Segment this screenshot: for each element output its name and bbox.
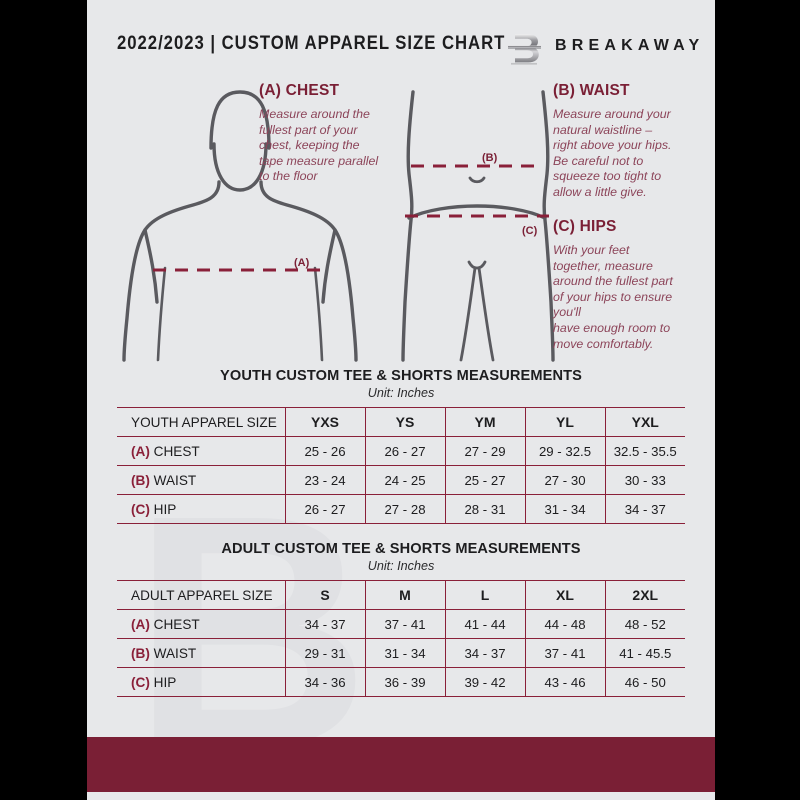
- youth-table-body: YOUTH APPAREL SIZE YXS YS YM YL YXL (A) CHEST 2…: [117, 407, 685, 524]
- table-row: (A) CHEST 25 - 26 26 - 27 27 - 29 29 - 32.5 3…: [117, 436, 685, 466]
- youth-table-unit: Unit: Inches: [367, 386, 435, 400]
- table-row: (C) HIP 34 - 36 36 - 39 39 - 42 43 - 46 46 - …: [117, 667, 685, 697]
- measurement-value: 43 - 46: [525, 667, 606, 697]
- size-column-header: S: [285, 580, 366, 610]
- chest-measure-label: (A): [294, 257, 310, 269]
- measurement-value: 27 - 29: [445, 436, 526, 466]
- measurement-value: 34 - 37: [605, 494, 685, 524]
- size-header-label: ADULT APPAREL SIZE: [117, 580, 286, 610]
- measurement-value: 29 - 32.5: [525, 436, 606, 466]
- measurement-row-label: (B) WAIST: [117, 638, 286, 668]
- page-title: 2022/2023 | CUSTOM APPAREL SIZE CHART: [117, 33, 506, 54]
- measurement-value: 34 - 36: [285, 667, 366, 697]
- measurement-value: 26 - 27: [285, 494, 366, 524]
- measurement-value: 37 - 41: [365, 609, 446, 639]
- table-row: (B) WAIST 29 - 31 31 - 34 34 - 37 37 - 41 41 …: [117, 638, 685, 668]
- upper-body-illustration: [122, 90, 358, 362]
- size-column-header: YL: [525, 407, 606, 437]
- measurement-value: 29 - 31: [285, 638, 366, 668]
- callout-waist-title: (B) WAIST: [553, 82, 630, 99]
- measurement-value: 39 - 42: [445, 667, 526, 697]
- callout-hips: (C) HIPS With your feet together, measur…: [553, 218, 708, 352]
- youth-table-block: YOUTH CUSTOM TEE & SHORTS MEASUREMENTS U…: [117, 368, 685, 524]
- youth-size-table: YOUTH APPAREL SIZE YXS YS YM YL YXL (A) CHEST 2…: [117, 407, 685, 524]
- size-column-header: XL: [525, 580, 606, 610]
- adult-table-title: ADULT CUSTOM TEE & SHORTS MEASUREMENTS: [221, 541, 581, 557]
- measurement-tag: (B): [131, 472, 150, 488]
- size-column-header: YXS: [285, 407, 366, 437]
- measurement-value: 23 - 24: [285, 465, 366, 495]
- measurement-value: 37 - 41: [525, 638, 606, 668]
- youth-table-title: YOUTH CUSTOM TEE & SHORTS MEASUREMENTS: [220, 368, 582, 384]
- adult-table-block: ADULT CUSTOM TEE & SHORTS MEASUREMENTS U…: [117, 541, 685, 697]
- footer-bar: [87, 737, 715, 792]
- measurement-value: 46 - 50: [605, 667, 685, 697]
- measurement-value: 34 - 37: [445, 638, 526, 668]
- size-column-header: L: [445, 580, 526, 610]
- measurement-row-label: (A) CHEST: [117, 436, 286, 466]
- measurement-value: 24 - 25: [365, 465, 446, 495]
- callout-chest-title: (A) CHEST: [259, 82, 340, 99]
- measurement-value: 36 - 39: [365, 667, 446, 697]
- measurement-row-label: (A) CHEST: [117, 609, 286, 639]
- measurement-tag: (B): [131, 645, 150, 661]
- callout-hips-title: (C) HIPS: [553, 218, 617, 235]
- measurement-value: 25 - 26: [285, 436, 366, 466]
- callout-waist-body: Measure around your natural waistline – …: [553, 107, 672, 199]
- size-column-header: 2XL: [605, 580, 685, 610]
- callout-hips-body: With your feet together, measure around …: [553, 243, 673, 351]
- measurement-value: 27 - 28: [365, 494, 446, 524]
- table-header-row: ADULT APPAREL SIZE S M L XL 2XL: [117, 580, 685, 610]
- measurement-value: 31 - 34: [365, 638, 446, 668]
- waist-measure-label: (B): [482, 152, 498, 164]
- adult-table-unit: Unit: Inches: [367, 559, 435, 573]
- measurement-row-label: (B) WAIST: [117, 465, 286, 495]
- callout-chest: (A) CHEST Measure around the fullest par…: [259, 82, 419, 185]
- measurement-value: 32.5 - 35.5: [605, 436, 685, 466]
- measurement-value: 27 - 30: [525, 465, 606, 495]
- size-header-label: YOUTH APPAREL SIZE: [117, 407, 286, 437]
- size-column-header: YXL: [605, 407, 685, 437]
- measurement-tag: (A): [131, 616, 150, 632]
- measurement-value: 44 - 48: [525, 609, 606, 639]
- size-chart-page: B 2022/2023 | CUSTOM APPAREL SIZE CHART: [87, 0, 715, 800]
- size-column-header: M: [365, 580, 446, 610]
- measurement-value: 28 - 31: [445, 494, 526, 524]
- measurement-value: 30 - 33: [605, 465, 685, 495]
- measurement-value: 31 - 34: [525, 494, 606, 524]
- table-header-row: YOUTH APPAREL SIZE YXS YS YM YL YXL: [117, 407, 685, 437]
- measurement-row-label: (C) HIP: [117, 494, 286, 524]
- measurement-tag: (C): [131, 501, 150, 517]
- hip-measure-label: (C): [522, 225, 538, 237]
- lower-body-illustration: [401, 90, 555, 362]
- page-header: 2022/2023 | CUSTOM APPAREL SIZE CHART BR…: [87, 28, 715, 65]
- measurement-tag: (C): [131, 674, 150, 690]
- table-row: (B) WAIST 23 - 24 24 - 25 25 - 27 27 - 30 30 …: [117, 465, 685, 495]
- measurement-value: 25 - 27: [445, 465, 526, 495]
- measurement-value: 41 - 45.5: [605, 638, 685, 668]
- measurement-value: 48 - 52: [605, 609, 685, 639]
- brand-name: BREAKAWAY: [555, 37, 705, 54]
- table-row: (A) CHEST 34 - 37 37 - 41 41 - 44 44 - 48 48 …: [117, 609, 685, 639]
- callout-chest-body: Measure around the fullest part of your …: [259, 107, 379, 184]
- measurement-value: 41 - 44: [445, 609, 526, 639]
- adult-table-body: ADULT APPAREL SIZE S M L XL 2XL (A) CHEST 34 - …: [117, 580, 685, 697]
- measurement-row-label: (C) HIP: [117, 667, 286, 697]
- size-column-header: YM: [445, 407, 526, 437]
- table-row: (C) HIP 26 - 27 27 - 28 28 - 31 31 - 34 34 - …: [117, 494, 685, 524]
- illustration-area: (A): [87, 70, 715, 365]
- callout-waist: (B) WAIST Measure around your natural wa…: [553, 82, 708, 201]
- measurement-value: 34 - 37: [285, 609, 366, 639]
- adult-size-table: ADULT APPAREL SIZE S M L XL 2XL (A) CHEST 34 - …: [117, 580, 685, 697]
- measurement-tag: (A): [131, 443, 150, 459]
- size-column-header: YS: [365, 407, 446, 437]
- measurement-value: 26 - 27: [365, 436, 446, 466]
- breakaway-b-monogram-icon: [508, 34, 541, 65]
